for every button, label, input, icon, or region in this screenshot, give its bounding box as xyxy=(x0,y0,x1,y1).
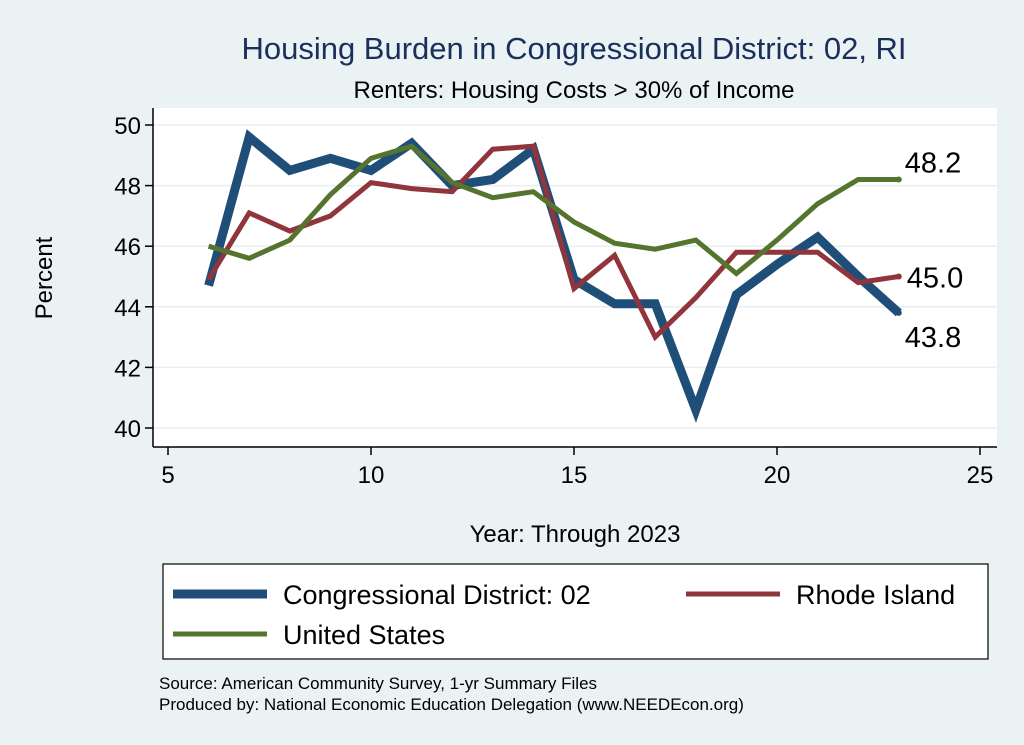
legend-box xyxy=(162,563,989,660)
series-endpoint-1 xyxy=(895,273,902,280)
y-axis-label: Percent xyxy=(31,236,58,319)
legend-label-0: Congressional District: 02 xyxy=(283,580,591,610)
x-tick-label: 5 xyxy=(161,462,174,489)
y-axis-ticks: 40 42 44 46 48 50 xyxy=(114,113,153,443)
gridlines xyxy=(153,124,997,429)
series-endpoint-0 xyxy=(895,309,902,316)
series-line-1 xyxy=(206,143,900,342)
series-group xyxy=(204,129,902,423)
x-axis-ticks: 5 10 15 20 25 xyxy=(161,447,993,489)
y-tick-label: 50 xyxy=(114,113,141,140)
legend-label-2: United States xyxy=(283,620,445,650)
series-endpoint-2 xyxy=(895,176,902,183)
source-line-2: Produced by: National Economic Education… xyxy=(159,695,744,714)
end-labels: 43.8 45.0 48.2 xyxy=(905,148,963,354)
chart-subtitle: Renters: Housing Costs > 30% of Income xyxy=(354,77,795,104)
end-label-2: 48.2 xyxy=(905,148,961,180)
series-line-2 xyxy=(207,143,899,277)
x-tick-label: 10 xyxy=(358,462,385,489)
end-label-1: 45.0 xyxy=(907,263,963,295)
x-tick-label: 25 xyxy=(967,462,994,489)
x-tick-label: 20 xyxy=(764,462,791,489)
chart-title: Housing Burden in Congressional District… xyxy=(241,31,906,66)
x-axis-label: Year: Through 2023 xyxy=(470,521,681,548)
axes xyxy=(152,108,997,448)
x-tick-label: 15 xyxy=(561,462,588,489)
y-tick-label: 46 xyxy=(114,234,141,261)
y-tick-label: 48 xyxy=(114,174,141,201)
y-tick-label: 44 xyxy=(114,295,141,322)
legend: Congressional District: 02 Rhode Island Un… xyxy=(173,580,955,650)
y-tick-label: 42 xyxy=(114,355,141,382)
legend-label-1: Rhode Island xyxy=(796,580,955,610)
end-label-0: 43.8 xyxy=(905,322,961,354)
y-tick-label: 40 xyxy=(114,416,141,443)
source-line-1: Source: American Community Survey, 1-yr … xyxy=(159,674,597,693)
